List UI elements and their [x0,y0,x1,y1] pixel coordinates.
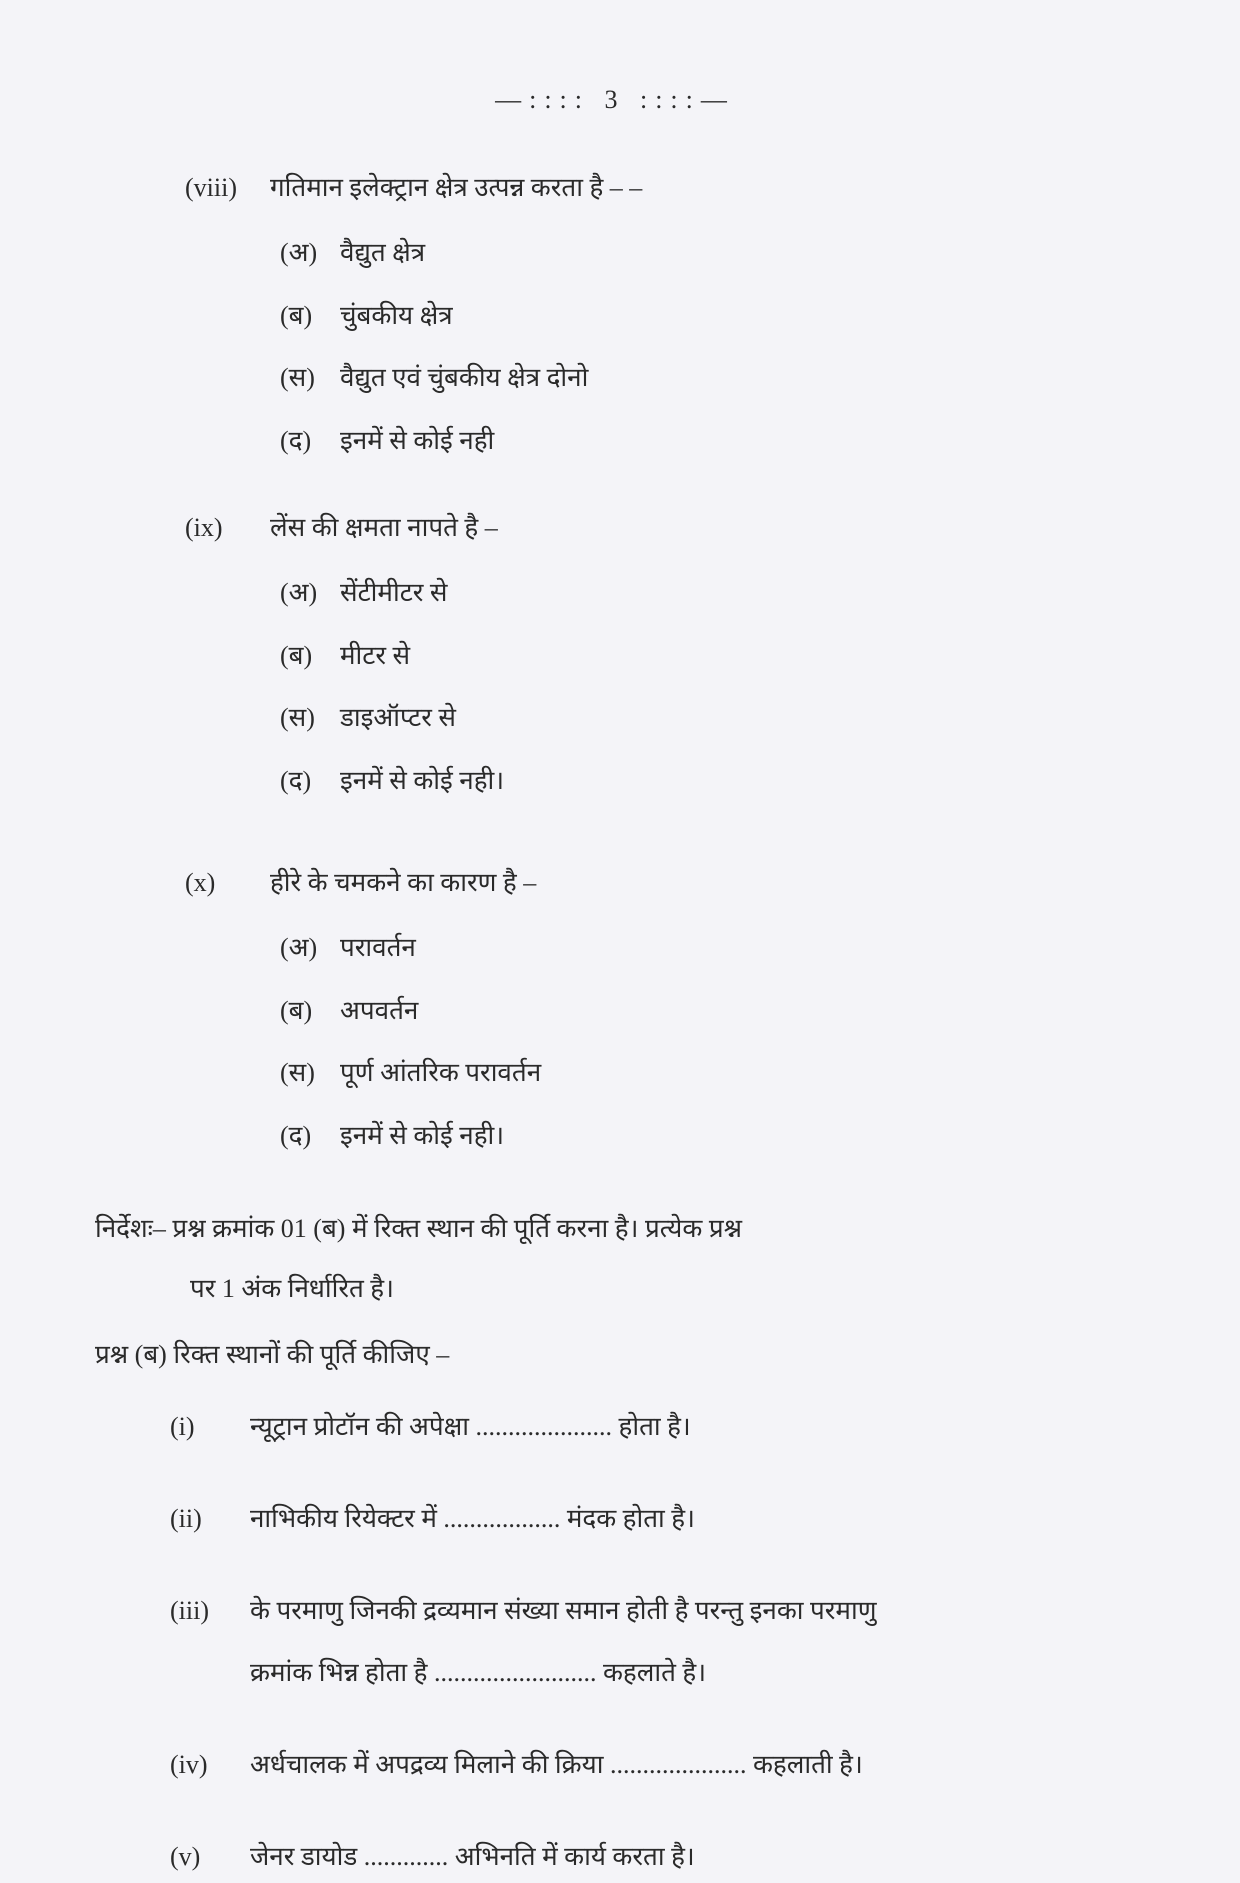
q10-num: (x) [185,860,270,907]
opt-label: (स) [280,1050,340,1097]
q8-opt-c: (स) वैद्युत एवं चुंबकीय क्षेत्र दोनो [280,355,1135,402]
q8-opt-b: (ब) चुंबकीय क्षेत्र [280,293,1135,340]
q10-text: हीरे के चमकने का कारण है – [270,860,1135,907]
question-10: (x) हीरे के चमकने का कारण है – (अ) परावर… [185,860,1135,1160]
q9-opt-c: (स) डाइऑप्टर से [280,695,1135,742]
page-number: —:::: 3 ::::— [95,85,1135,115]
opt-text: चुंबकीय क्षेत्र [340,293,1135,340]
opt-label: (ब) [280,988,340,1035]
fill-text: न्यूट्रान प्रोटॉन की अपेक्षा ...........… [250,1401,1135,1453]
q10-opt-a: (अ) परावर्तन [280,925,1135,972]
opt-text: वैद्युत क्षेत्र [340,230,1135,277]
q9-opt-b: (ब) मीटर से [280,633,1135,680]
fill-2: (ii) नाभिकीय रियेक्टर में ..............… [170,1493,1135,1545]
fill-1: (i) न्यूट्रान प्रोटॉन की अपेक्षा .......… [170,1401,1135,1453]
opt-text: सेंटीमीटर से [340,570,1135,617]
opt-label: (अ) [280,570,340,617]
opt-label: (द) [280,418,340,465]
q10-opt-c: (स) पूर्ण आंतरिक परावर्तन [280,1050,1135,1097]
opt-label: (द) [280,758,340,805]
sub-question-b: प्रश्न (ब) रिक्त स्थानों की पूर्ति कीजिए… [95,1335,1135,1371]
instruction-line1: निर्देशः– प्रश्न क्रमांक 01 (ब) में रिक्… [95,1200,1135,1257]
opt-text: इनमें से कोई नही। [340,758,1135,805]
opt-text: इनमें से कोई नही। [340,1113,1135,1160]
q8-num: (viii) [185,165,270,212]
fill-num: (v) [170,1831,250,1883]
opt-text: अपवर्तन [340,988,1135,1035]
q8-text: गतिमान इलेक्ट्रान क्षेत्र उत्पन्न करता ह… [270,165,1135,212]
instruction-line2: पर 1 अंक निर्धारित है। [190,1269,1135,1305]
fill-text: जेनर डायोड ............. अभिनति में कार्… [250,1831,1135,1883]
fill-num: (iii) [170,1585,250,1637]
opt-text: वैद्युत एवं चुंबकीय क्षेत्र दोनो [340,355,1135,402]
opt-label: (अ) [280,230,340,277]
fill-text: नाभिकीय रियेक्टर में .................. … [250,1493,1135,1545]
opt-label: (स) [280,355,340,402]
q9-text: लेंस की क्षमता नापते है – [270,505,1135,552]
fill-num: (i) [170,1401,250,1453]
q10-stem: (x) हीरे के चमकने का कारण है – [185,860,1135,907]
fill-3: (iii) के परमाणु जिनकी द्रव्यमान संख्या स… [170,1585,1135,1637]
q9-opt-a: (अ) सेंटीमीटर से [280,570,1135,617]
question-9: (ix) लेंस की क्षमता नापते है – (अ) सेंटी… [185,505,1135,805]
fill-num: (ii) [170,1493,250,1545]
q8-opt-d: (द) इनमें से कोई नही [280,418,1135,465]
fill-5: (v) जेनर डायोड ............. अभिनति में … [170,1831,1135,1883]
q9-opt-d: (द) इनमें से कोई नही। [280,758,1135,805]
opt-text: मीटर से [340,633,1135,680]
opt-label: (स) [280,695,340,742]
opt-label: (ब) [280,293,340,340]
q9-stem: (ix) लेंस की क्षमता नापते है – [185,505,1135,552]
opt-label: (द) [280,1113,340,1160]
q9-num: (ix) [185,505,270,552]
q8-opt-a: (अ) वैद्युत क्षेत्र [280,230,1135,277]
q8-stem: (viii) गतिमान इलेक्ट्रान क्षेत्र उत्पन्न… [185,165,1135,212]
opt-text: इनमें से कोई नही [340,418,1135,465]
q10-opt-b: (ब) अपवर्तन [280,988,1135,1035]
opt-text: डाइऑप्टर से [340,695,1135,742]
question-8: (viii) गतिमान इलेक्ट्रान क्षेत्र उत्पन्न… [185,165,1135,465]
q10-opt-d: (द) इनमें से कोई नही। [280,1113,1135,1160]
fill-text: के परमाणु जिनकी द्रव्यमान संख्या समान हो… [250,1585,1135,1637]
fill-num: (iv) [170,1739,250,1791]
opt-label: (ब) [280,633,340,680]
opt-text: परावर्तन [340,925,1135,972]
fill-3-cont: क्रमांक भिन्न होता है ..................… [250,1647,1135,1699]
fill-text: अर्धचालक में अपद्रव्य मिलाने की क्रिया .… [250,1739,1135,1791]
opt-label: (अ) [280,925,340,972]
fill-4: (iv) अर्धचालक में अपद्रव्य मिलाने की क्र… [170,1739,1135,1791]
opt-text: पूर्ण आंतरिक परावर्तन [340,1050,1135,1097]
